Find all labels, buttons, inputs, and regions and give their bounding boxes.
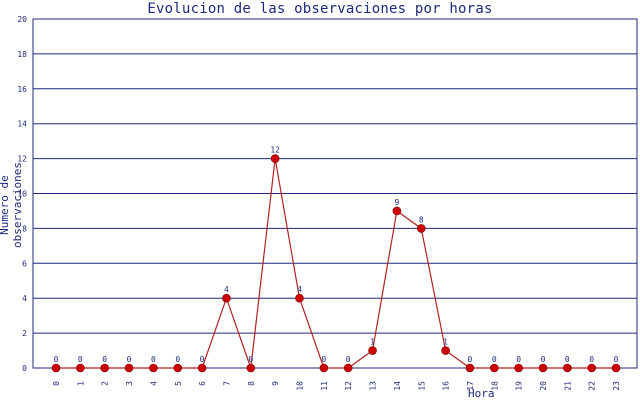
data-point <box>124 363 134 373</box>
x-tick-label: 22 <box>588 381 597 391</box>
x-tick-label: 17 <box>466 381 475 391</box>
x-tick-label: 19 <box>515 381 524 391</box>
data-label: 0 <box>151 355 156 364</box>
data-point <box>514 363 523 373</box>
x-tick-label: 7 <box>222 381 231 386</box>
x-tick-label: 15 <box>417 381 426 391</box>
data-label: 0 <box>54 355 59 364</box>
data-label: 1 <box>443 338 448 347</box>
y-tick-label: 20 <box>17 15 27 24</box>
data-label: 0 <box>102 355 107 364</box>
x-tick-label: 14 <box>393 381 402 391</box>
x-tick-label: 13 <box>369 381 378 391</box>
x-tick-label: 5 <box>174 381 183 386</box>
data-label: 12 <box>270 146 280 155</box>
data-label: 0 <box>541 355 546 364</box>
y-tick-label: 18 <box>17 50 27 59</box>
data-point <box>319 363 329 373</box>
data-label: 0 <box>78 355 83 364</box>
data-point <box>563 363 572 373</box>
data-point <box>173 363 183 373</box>
y-tick-label: 14 <box>17 120 27 129</box>
y-tick-label: 16 <box>17 85 27 94</box>
x-axis-label: Hora <box>468 387 495 400</box>
x-tick-label: 8 <box>247 381 256 386</box>
data-point <box>343 363 353 373</box>
y-tick-label: 8 <box>22 224 27 233</box>
data-point <box>611 363 621 373</box>
x-tick-label: 6 <box>198 381 207 386</box>
y-tick-label: 0 <box>22 364 27 373</box>
y-tick-label: 10 <box>17 190 27 199</box>
data-point <box>246 363 256 373</box>
data-label: 0 <box>516 355 521 364</box>
data-label: 0 <box>321 355 326 364</box>
data-point <box>368 346 377 355</box>
x-tick-label: 2 <box>101 381 110 386</box>
x-tick-label: 10 <box>296 381 305 391</box>
data-label: 1 <box>370 338 375 347</box>
x-tick-label: 9 <box>271 381 280 386</box>
data-point <box>295 293 304 303</box>
data-point <box>149 363 158 373</box>
x-tick-label: 4 <box>149 381 158 386</box>
data-label: 8 <box>419 215 424 224</box>
data-point <box>538 363 548 373</box>
data-point <box>51 363 61 373</box>
data-label: 0 <box>614 355 619 364</box>
x-tick-label: 18 <box>490 381 499 391</box>
data-label: 4 <box>224 285 229 294</box>
x-tick-label: 1 <box>76 381 85 386</box>
data-label: 4 <box>297 285 302 294</box>
y-tick-label: 2 <box>22 329 27 338</box>
data-label: 0 <box>492 355 497 364</box>
y-tick-label: 12 <box>17 155 27 164</box>
x-tick-label: 0 <box>52 381 61 386</box>
x-tick-label: 3 <box>125 381 134 386</box>
data-label: 0 <box>127 355 132 364</box>
data-point <box>197 363 207 373</box>
data-point <box>270 154 280 163</box>
chart-title: Evolucion de las observaciones por horas <box>147 1 493 17</box>
data-point <box>489 363 499 373</box>
data-point <box>416 224 426 233</box>
data-label: 0 <box>565 355 570 364</box>
x-tick-label: 20 <box>539 381 548 391</box>
data-point <box>441 346 450 355</box>
data-label: 0 <box>175 355 180 364</box>
data-point <box>222 293 231 303</box>
data-label: 0 <box>468 355 473 364</box>
x-tick-label: 21 <box>563 381 572 391</box>
y-tick-label: 4 <box>22 294 27 303</box>
data-label: 0 <box>200 355 205 364</box>
x-tick-label: 11 <box>320 381 329 391</box>
data-point <box>76 363 85 373</box>
x-tick-label: 23 <box>612 381 621 391</box>
x-tick-label: 16 <box>442 381 451 391</box>
x-tick-label: 12 <box>344 381 353 391</box>
data-label: 9 <box>394 198 399 207</box>
y-tick-label: 6 <box>22 259 27 268</box>
data-point <box>587 363 597 373</box>
data-point <box>465 363 475 373</box>
data-label: 0 <box>346 355 351 364</box>
data-label: 0 <box>589 355 594 364</box>
data-point <box>392 206 402 216</box>
data-point <box>100 363 109 373</box>
data-label: 0 <box>248 355 253 364</box>
y-axis-label: Numero de observaciones <box>0 161 24 249</box>
